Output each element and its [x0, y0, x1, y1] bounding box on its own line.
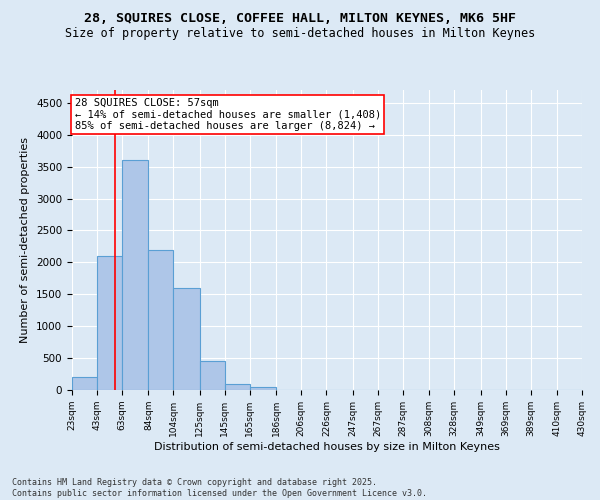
Text: Size of property relative to semi-detached houses in Milton Keynes: Size of property relative to semi-detach… [65, 28, 535, 40]
Y-axis label: Number of semi-detached properties: Number of semi-detached properties [20, 137, 31, 343]
Bar [72, 377, 97, 390]
Text: Contains HM Land Registry data © Crown copyright and database right 2025.
Contai: Contains HM Land Registry data © Crown c… [12, 478, 427, 498]
Bar [148, 250, 173, 390]
Bar [225, 384, 250, 390]
Bar [122, 160, 148, 390]
X-axis label: Distribution of semi-detached houses by size in Milton Keynes: Distribution of semi-detached houses by … [154, 442, 500, 452]
Text: 28 SQUIRES CLOSE: 57sqm
← 14% of semi-detached houses are smaller (1,408)
85% of: 28 SQUIRES CLOSE: 57sqm ← 14% of semi-de… [74, 98, 381, 131]
Bar [200, 362, 225, 390]
Bar [97, 256, 122, 390]
Text: 28, SQUIRES CLOSE, COFFEE HALL, MILTON KEYNES, MK6 5HF: 28, SQUIRES CLOSE, COFFEE HALL, MILTON K… [84, 12, 516, 26]
Bar [173, 288, 200, 390]
Bar [250, 387, 276, 390]
